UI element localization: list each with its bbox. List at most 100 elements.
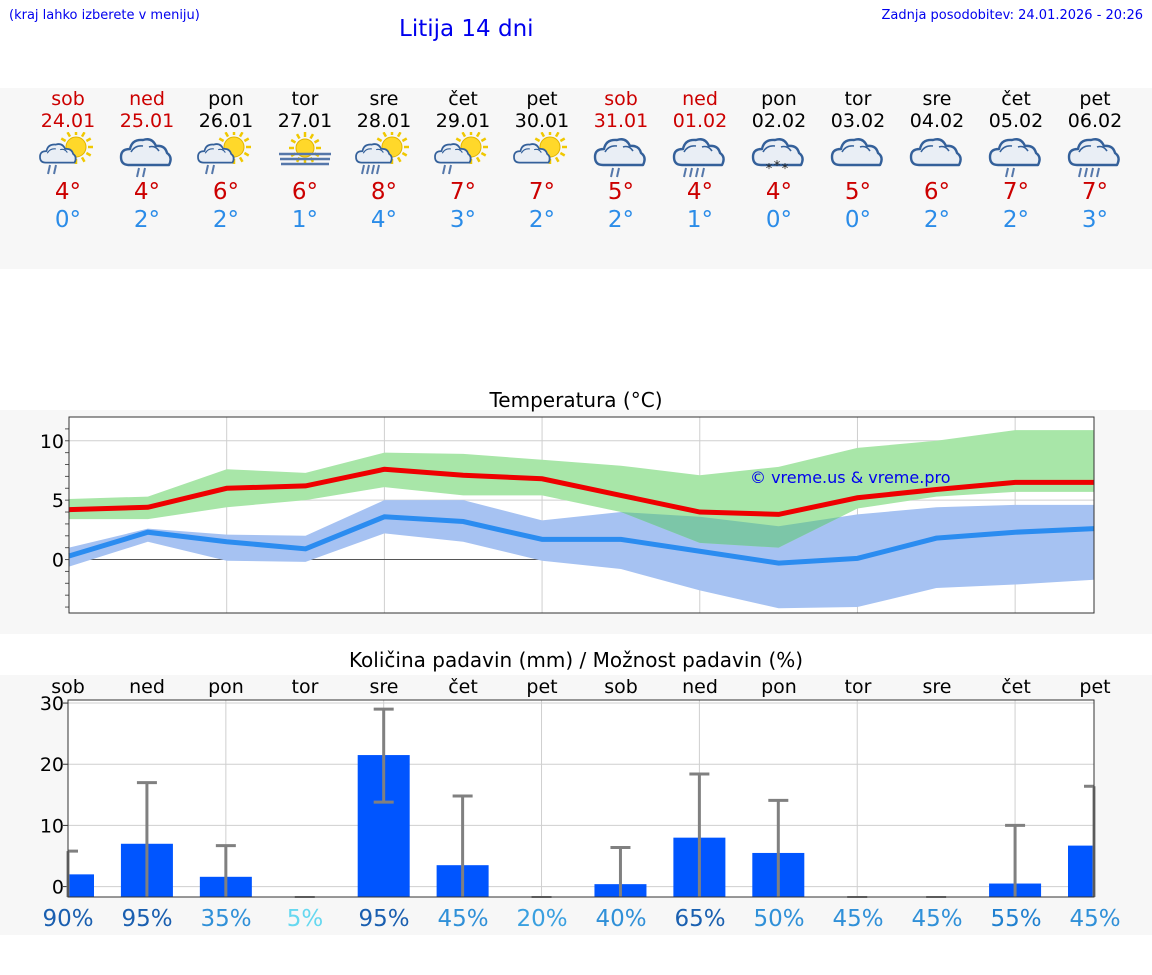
day-name: pet bbox=[1079, 88, 1111, 110]
temperature-chart: 0 5 10 © vreme.us & vreme.pro bbox=[40, 416, 1095, 614]
plot-frame bbox=[68, 416, 1095, 614]
cloud-icon bbox=[830, 138, 883, 167]
weather-icon bbox=[119, 138, 172, 178]
precip-probability: 55% bbox=[990, 906, 1041, 932]
temperature-chart-title: Temperatura (°C) bbox=[489, 388, 663, 412]
y-tick-label: 5 bbox=[52, 490, 64, 512]
sun-fog-icon bbox=[279, 132, 331, 166]
day-name: sre bbox=[369, 88, 399, 110]
max-temp: 4° bbox=[133, 179, 161, 205]
max-temp: 7° bbox=[449, 179, 477, 205]
x-category-label: ned bbox=[129, 676, 165, 698]
max-temp: 4° bbox=[765, 179, 793, 205]
precip-probability: 95% bbox=[121, 906, 172, 932]
day-name: sob bbox=[604, 88, 638, 110]
day-date: 27.01 bbox=[277, 110, 333, 132]
min-temp-line bbox=[68, 514, 1095, 566]
svg-text:*: * bbox=[782, 162, 789, 177]
day-name: tor bbox=[844, 88, 872, 110]
max-temp: 7° bbox=[528, 179, 556, 205]
day-date: 05.02 bbox=[988, 110, 1044, 132]
y-tick-label: 0 bbox=[52, 877, 64, 899]
page-title: Litija 14 dni bbox=[399, 16, 534, 42]
weather-icon bbox=[593, 138, 646, 178]
weather-icon bbox=[39, 132, 93, 175]
day-column: čet 05.02 7° 2° bbox=[976, 88, 1056, 234]
svg-text:*: * bbox=[766, 162, 773, 177]
precip-bar bbox=[68, 874, 94, 897]
day-date: 06.02 bbox=[1067, 110, 1123, 132]
x-category-label: ned bbox=[682, 676, 718, 698]
forecast-strip bbox=[0, 88, 1152, 269]
precip-probability: 5% bbox=[287, 906, 324, 932]
day-name: ned bbox=[129, 88, 165, 110]
day-date: 03.02 bbox=[830, 110, 886, 132]
day-name: ned bbox=[682, 88, 718, 110]
weather-icon bbox=[909, 138, 962, 167]
y-tick-label: 10 bbox=[40, 431, 64, 453]
day-name: čet bbox=[1001, 88, 1031, 110]
max-temp: 5° bbox=[607, 179, 635, 205]
y-tick-label: 10 bbox=[40, 815, 64, 837]
y-tick-label: 20 bbox=[40, 754, 64, 776]
precip-probability: 90% bbox=[42, 906, 93, 932]
day-column: sob 31.01 5° 2° bbox=[581, 88, 661, 234]
x-category-label: pon bbox=[761, 676, 797, 698]
max-temp: 8° bbox=[370, 179, 398, 205]
precip-bar bbox=[1068, 845, 1094, 897]
weather-icon bbox=[197, 132, 251, 175]
min-temp: 2° bbox=[1002, 207, 1030, 233]
day-column: čet 29.01 7° 3° bbox=[423, 88, 503, 234]
day-column: sob 24.01 4° 0° bbox=[28, 88, 108, 234]
cloud-rain-icon bbox=[119, 138, 172, 178]
day-date: 01.02 bbox=[672, 110, 728, 132]
precip-probability: 40% bbox=[595, 906, 646, 932]
day-column: pet 06.02 7° 3° bbox=[1055, 88, 1135, 234]
day-name: čet bbox=[448, 88, 478, 110]
day-date: 25.01 bbox=[119, 110, 175, 132]
last-updated: Zadnja posodobitev: 24.01.2026 - 20:26 bbox=[881, 8, 1143, 23]
y-tick-label: 0 bbox=[52, 550, 64, 572]
day-column: pet 30.01 7° 2° bbox=[502, 88, 582, 234]
watermark: © vreme.us & vreme.pro bbox=[750, 468, 951, 487]
x-category-label: tor bbox=[845, 676, 872, 698]
min-temp: 2° bbox=[923, 207, 951, 233]
day-date: 28.01 bbox=[356, 110, 412, 132]
precip-probability: 95% bbox=[358, 906, 409, 932]
precip-probability: 45% bbox=[437, 906, 488, 932]
sun-cloud-heavy-rain-icon bbox=[355, 132, 409, 175]
day-column: pon 26.01 6° 2° bbox=[186, 88, 266, 234]
cloud-snow-icon: * * * bbox=[751, 138, 804, 177]
day-name: sob bbox=[51, 88, 85, 110]
precip-probability: 45% bbox=[911, 906, 962, 932]
precip-chart-title: Količina padavin (mm) / Možnost padavin … bbox=[348, 648, 804, 672]
cloud-rain-icon bbox=[593, 138, 646, 178]
x-category-label: pet bbox=[526, 676, 557, 698]
day-date: 24.01 bbox=[40, 110, 96, 132]
max-temp: 7° bbox=[1081, 179, 1109, 205]
day-column: tor 27.01 6° 1° bbox=[265, 88, 345, 234]
weather-icon bbox=[1067, 138, 1120, 178]
weather-icon bbox=[830, 138, 883, 167]
min-temp: 2° bbox=[212, 207, 240, 233]
sun-cloud-icon bbox=[513, 132, 567, 164]
x-category-label: sre bbox=[370, 676, 399, 698]
weather-icon bbox=[434, 132, 488, 175]
weather-icon bbox=[513, 132, 567, 164]
day-date: 30.01 bbox=[514, 110, 570, 132]
weather-icon: * * * bbox=[751, 138, 804, 177]
day-date: 29.01 bbox=[435, 110, 491, 132]
min-temp: 4° bbox=[370, 207, 398, 233]
day-name: pon bbox=[208, 88, 244, 110]
max-temp: 4° bbox=[54, 179, 82, 205]
sun-cloud-rain-icon bbox=[197, 132, 251, 175]
cloud-rain-icon bbox=[988, 138, 1041, 178]
weather-icon bbox=[355, 132, 409, 175]
day-date: 04.02 bbox=[909, 110, 965, 132]
min-temp: 3° bbox=[1081, 207, 1109, 233]
max-temp: 4° bbox=[686, 179, 714, 205]
max-temp: 6° bbox=[212, 179, 240, 205]
location-hint: (kraj lahko izberete v meniju) bbox=[9, 8, 200, 23]
max-temp: 6° bbox=[291, 179, 319, 205]
